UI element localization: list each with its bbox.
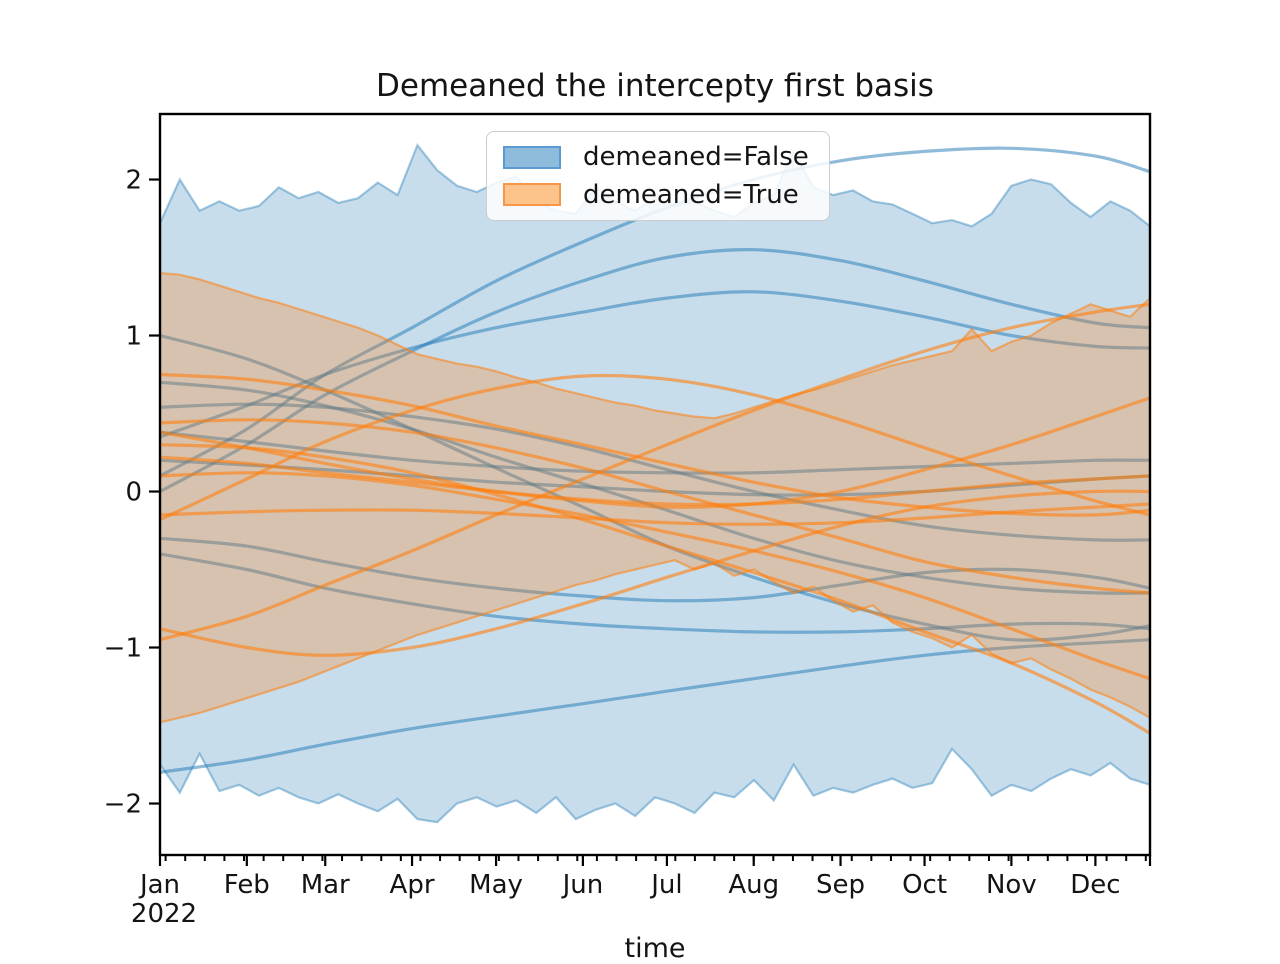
y-tick-label: 2 [125,166,142,196]
plot-data-layer [160,143,1150,824]
x-tick-label: Apr [390,870,435,900]
sample-curve-demeaned-true [160,418,1150,595]
x-axis-label: time [624,933,686,964]
sample-curve-demeaned-true [160,489,1150,657]
legend: demeaned=False demeaned=True [486,131,830,222]
sample-curve-demeaned-true [160,396,1150,509]
sample-curve-demeaned-true [160,373,1150,522]
y-tick-label: −2 [104,790,142,820]
x-tick-label: Nov [986,870,1037,900]
x-tick-label: Dec [1070,870,1120,900]
x-tick-label: Mar [301,870,350,900]
sample-curve-demeaned-false [160,248,1150,493]
x-tick-label: Jun [561,870,604,900]
sample-curve-demeaned-false [160,290,1150,439]
x-axis-year-label: 2022 [131,899,197,929]
x-tick-label: Jul [649,870,682,900]
x-tick-label: Oct [902,870,947,900]
legend-entry-demeaned-true: demeaned=True [503,179,813,210]
sample-curve-demeaned-false [160,552,1150,634]
legend-swatch-blue [503,145,561,169]
legend-entry-demeaned-false: demeaned=False [503,143,813,172]
x-tick-label: Sep [816,870,865,900]
sample-curve-demeaned-false [160,536,1150,603]
band-demeaned-true [160,271,1150,724]
x-tick-label: Aug [728,870,779,900]
y-tick-label: 1 [125,322,142,352]
legend-swatch-orange [503,183,561,207]
sample-curve-demeaned-true [160,502,1150,526]
y-tick-label: −1 [104,634,142,664]
chart-title: Demeaned the intercepty first basis [376,68,934,104]
sample-curve-demeaned-true [160,455,1150,507]
sample-curve-demeaned-false [160,638,1150,774]
sample-curve-demeaned-false [160,402,1150,542]
x-tick-label: May [469,870,523,900]
sample-curve-demeaned-true [160,471,1150,681]
legend-label: demeaned=True [583,179,799,210]
sample-curve-demeaned-true [160,302,1150,642]
sample-curve-demeaned-false [160,430,1150,475]
legend-label: demeaned=False [583,142,809,172]
y-tick-label: 0 [125,478,142,508]
x-tick-label: Jan [138,870,180,900]
sample-curve-demeaned-true [160,443,1150,735]
x-tick-label: Feb [224,870,270,900]
